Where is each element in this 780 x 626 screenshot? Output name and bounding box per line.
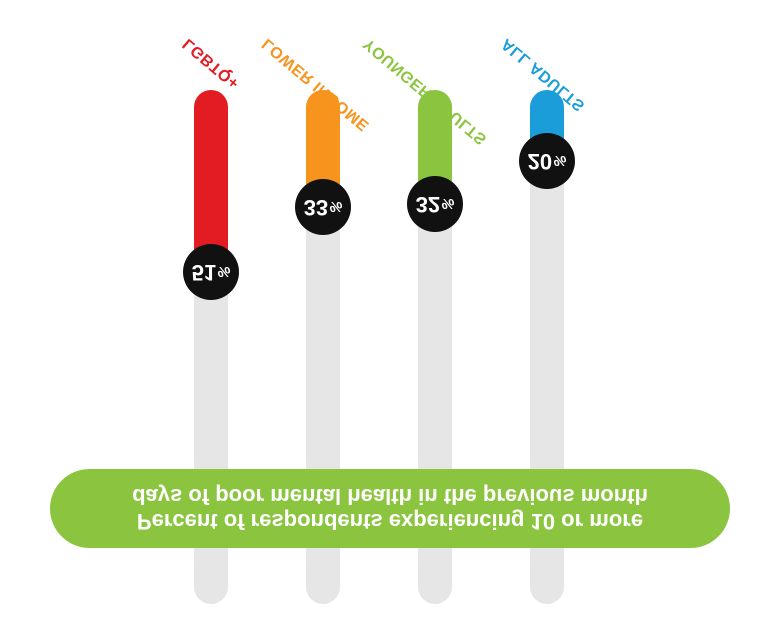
value-bubble: 51%	[183, 244, 239, 300]
percent-icon: %	[217, 264, 230, 281]
value-bubble: 32%	[407, 176, 463, 232]
percent-icon: %	[329, 199, 342, 216]
value-number: 20	[528, 148, 552, 174]
percent-icon: %	[553, 153, 566, 170]
bar-label-lgbtq: LGBTQ+	[180, 34, 244, 92]
title-line-1: Percent of respondents experiencing 10 o…	[72, 509, 708, 534]
infographic-stage: 20%ALL ADULTS32%YOUNGER ADULTS33%LOWER I…	[0, 0, 780, 626]
value-number: 33	[304, 194, 328, 220]
percent-icon: %	[441, 196, 454, 213]
title-pill: Percent of respondents experiencing 10 o…	[50, 469, 730, 548]
value-bubble: 33%	[295, 179, 351, 235]
value-bubble: 20%	[519, 133, 575, 189]
value-number: 51	[192, 259, 216, 285]
title-line-2: days of poor mental health in the previo…	[72, 483, 708, 508]
value-number: 32	[416, 191, 440, 217]
